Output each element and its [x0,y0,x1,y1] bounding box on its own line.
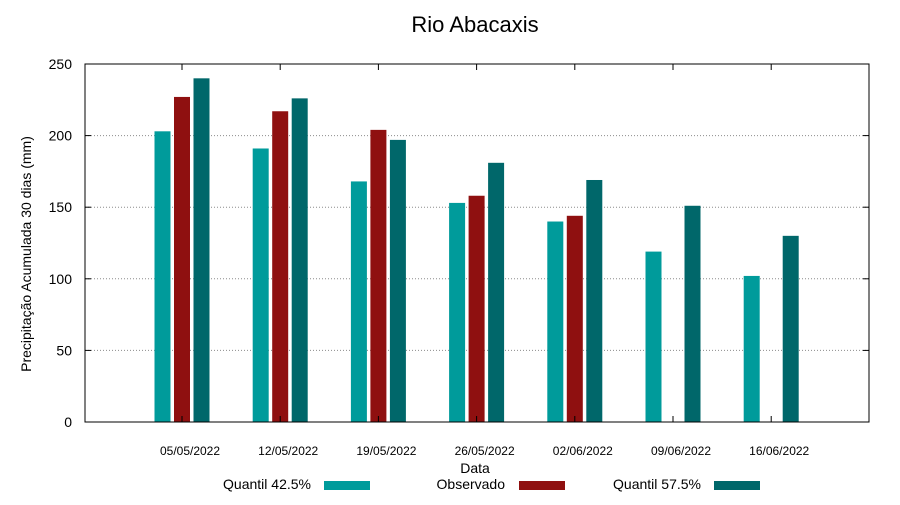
x-axis-label: Data [460,460,490,476]
y-tick-label: 250 [49,56,73,72]
bar-Observado-26/05/2022 [468,195,485,422]
x-tick-label: 02/06/2022 [553,444,613,458]
bar-Quantil 42.5%-16/06/2022 [743,275,760,422]
bar-Quantil 42.5%-12/05/2022 [252,148,269,422]
bar-Quantil 57.5%-19/05/2022 [389,139,406,422]
y-axis-ticks: 0 50 100 150 200 250 [49,56,869,430]
legend-swatch [324,481,370,490]
y-tick-label: 50 [56,342,72,358]
x-tick-label: 26/05/2022 [455,444,515,458]
bar-Quantil 42.5%-26/05/2022 [449,202,466,422]
y-axis-label: Precipitação Acumulada 30 dias (mm) [18,136,34,372]
y-tick-label: 100 [49,271,73,287]
bar-Observado-02/06/2022 [566,215,583,422]
legend-label: Quantil 57.5% [613,476,701,492]
x-tick-label: 16/06/2022 [749,444,809,458]
x-tick-label: 09/06/2022 [651,444,711,458]
bar-Quantil 57.5%-02/06/2022 [586,179,603,422]
y-tick-label: 200 [49,128,73,144]
bar-Observado-12/05/2022 [272,111,289,423]
y-tick-label: 0 [64,414,72,430]
bars [154,78,799,423]
x-tick-label: 12/05/2022 [258,444,318,458]
bar-Quantil 42.5%-19/05/2022 [350,181,367,422]
legend-swatch [519,481,565,490]
bar-Quantil 57.5%-09/06/2022 [684,205,701,422]
chart-title: Rio Abacaxis [411,12,538,37]
bar-Quantil 57.5%-05/05/2022 [193,78,210,422]
legend: Quantil 42.5% Observado Quantil 57.5% [223,476,760,492]
x-tick-label: 19/05/2022 [356,444,416,458]
bar-Quantil 57.5%-12/05/2022 [291,98,308,423]
bar-Quantil 57.5%-16/06/2022 [782,235,799,422]
x-axis-ticks: 05/05/2022 12/05/2022 19/05/2022 26/05/2022… [160,64,810,458]
legend-label: Observado [437,476,506,492]
bar-Quantil 42.5%-02/06/2022 [547,221,564,422]
bar-Observado-05/05/2022 [174,96,190,422]
x-tick-label: 05/05/2022 [160,444,220,458]
legend-label: Quantil 42.5% [223,476,311,492]
legend-swatch [714,481,760,490]
bar-Quantil 57.5%-26/05/2022 [488,162,505,423]
bar-Quantil 42.5%-05/05/2022 [154,131,171,422]
y-tick-label: 150 [49,199,73,215]
bar-Observado-19/05/2022 [370,129,387,422]
bar-Quantil 42.5%-09/06/2022 [645,251,662,422]
